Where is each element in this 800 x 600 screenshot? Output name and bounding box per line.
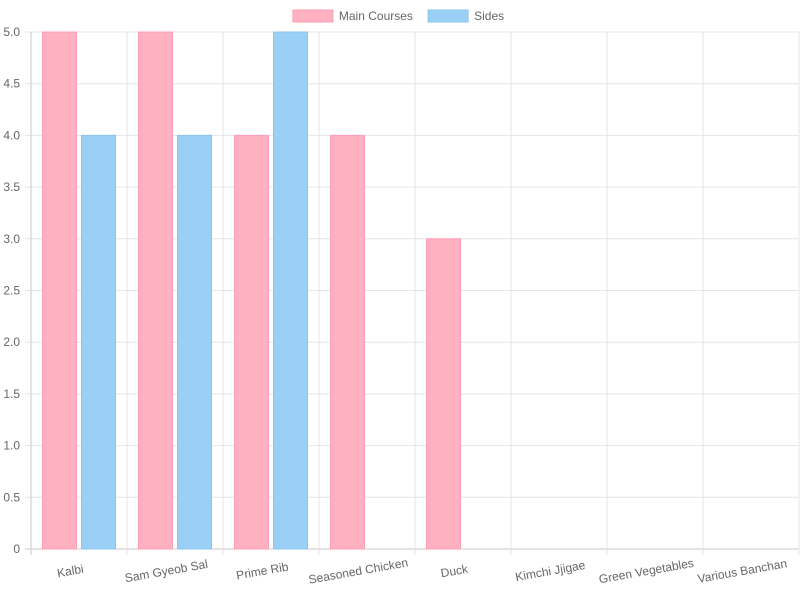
x-axis: Kalbi Sam Gyeob Sal Prime Rib Seasoned Chic… [56, 555, 788, 586]
y-tick-label: 4.0 [3, 128, 20, 142]
y-tick-label: 3.0 [3, 232, 20, 246]
bar-sides [177, 134, 212, 550]
bar-main-courses [42, 31, 77, 550]
bar-sides [273, 31, 308, 550]
legend: Main Courses Sides [292, 9, 504, 23]
legend-swatch [427, 9, 469, 23]
y-tick-label: 0.5 [3, 490, 20, 504]
legend-item: Sides [427, 9, 504, 23]
bar-main-courses [426, 238, 461, 550]
y-axis: 0 0.5 1.0 1.5 2.0 2.5 3.0 3.5 4.0 4.5 5.0 [3, 25, 20, 556]
bar-sides [81, 134, 116, 550]
x-tick-label: Kalbi [56, 562, 85, 580]
y-tick-label: 3.5 [3, 180, 20, 194]
x-tick-label: Seasoned Chicken [307, 555, 409, 586]
x-tick-label: Kimchi Jjigae [514, 558, 586, 584]
bar-main-courses [330, 134, 365, 550]
bar-main-courses [234, 134, 269, 550]
y-tick-label: 0 [13, 542, 20, 556]
y-tick-label: 2.5 [3, 284, 20, 298]
legend-swatch [292, 9, 334, 23]
x-tick-label: Duck [440, 562, 470, 581]
x-tick-label: Prime Rib [235, 560, 290, 583]
legend-label: Main Courses [339, 9, 413, 23]
y-tick-label: 1.0 [3, 439, 20, 453]
legend-item: Main Courses [292, 9, 413, 23]
x-tick-label: Sam Gyeob Sal [124, 557, 209, 585]
legend-label: Sides [474, 9, 504, 23]
y-tick-label: 4.5 [3, 77, 20, 91]
y-tick-label: 2.0 [3, 335, 20, 349]
bar-main-courses [138, 31, 173, 550]
y-tick-label: 5.0 [3, 25, 20, 39]
x-tick-label: Green Vegetables [598, 556, 695, 586]
x-tick-label: Various Banchan [697, 556, 789, 586]
y-tick-label: 1.5 [3, 387, 20, 401]
bars [42, 31, 461, 550]
